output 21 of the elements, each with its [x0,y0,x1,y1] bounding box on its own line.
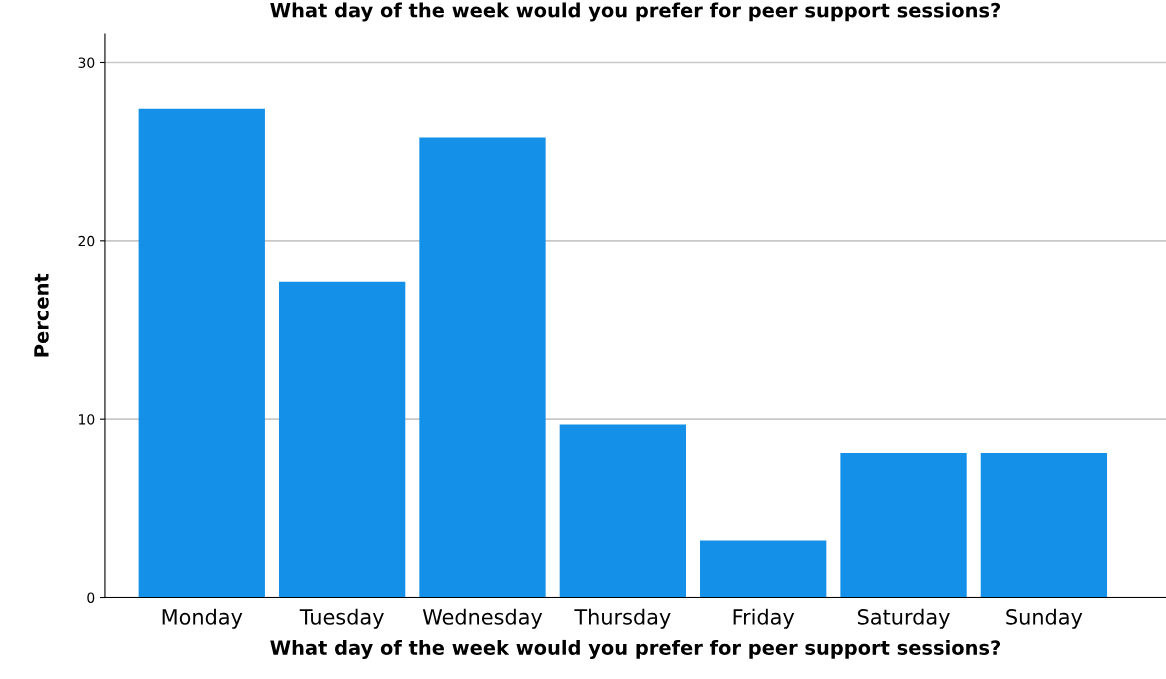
x-tick-label: Monday [162,608,243,629]
bar [840,453,967,598]
x-tick-label: Friday [733,608,795,629]
bar [138,108,265,598]
bar [559,424,686,598]
x-tick-label: Wednesday [422,608,543,629]
y-axis-title: Percent [34,273,49,357]
bar [980,453,1108,598]
bar [700,540,827,598]
y-tick-label: 20 [78,235,95,247]
chart-title: What day of the week would you prefer for peer support sessions? [270,2,1001,22]
x-tick-label: Thursday [574,608,671,629]
y-tick-label: 0 [87,592,95,603]
x-tick-label: Sunday [1006,608,1083,629]
bar [278,281,406,598]
x-tick-label: Saturday [857,608,950,629]
y-tick-label: 30 [78,57,95,68]
x-tick-label: Tuesday [299,608,384,629]
x-axis-title: What day of the week would you prefer for peer support sessions? [270,639,1001,659]
y-tick-label: 10 [79,414,95,425]
bar [419,137,546,598]
